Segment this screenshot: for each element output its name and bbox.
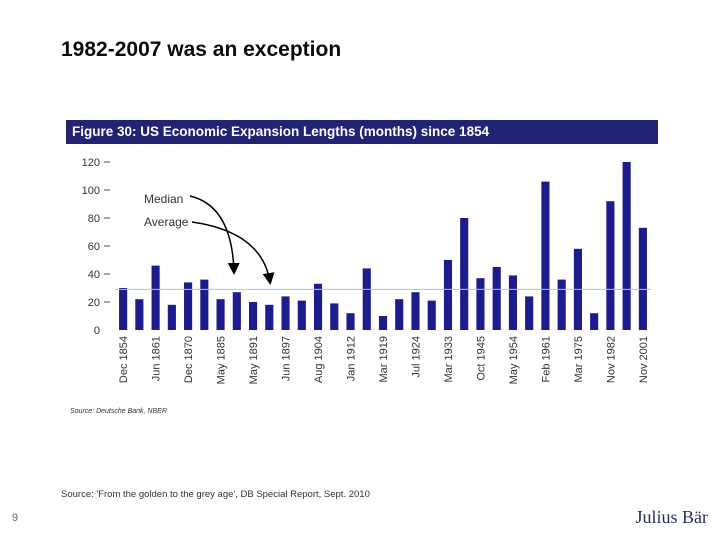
x-tick-label: Dec 1854 bbox=[118, 336, 130, 383]
x-tick-label: Oct 1945 bbox=[475, 336, 487, 381]
bar bbox=[541, 181, 550, 330]
bar bbox=[411, 292, 420, 330]
bar bbox=[135, 299, 144, 330]
bar bbox=[249, 302, 258, 330]
bar bbox=[460, 218, 469, 330]
bar bbox=[606, 201, 615, 330]
bar bbox=[378, 316, 388, 330]
bar bbox=[313, 283, 323, 330]
bar bbox=[476, 278, 485, 330]
x-tick-label: Nov 2001 bbox=[638, 336, 650, 383]
median-arrow bbox=[189, 195, 240, 275]
y-tick-label: 60 bbox=[88, 241, 100, 253]
x-tick-label: Jan 1912 bbox=[346, 336, 358, 381]
average-annotation: Average bbox=[144, 215, 189, 229]
x-tick-label: May 1954 bbox=[508, 336, 520, 384]
bar bbox=[622, 162, 631, 330]
bar bbox=[638, 227, 647, 330]
x-tick-label: Mar 1919 bbox=[378, 336, 390, 382]
bar bbox=[297, 300, 306, 330]
x-tick-label: Feb 1961 bbox=[540, 336, 552, 382]
page-number: 9 bbox=[12, 512, 19, 524]
x-tick-label: Dec 1870 bbox=[183, 336, 195, 383]
x-tick-label: Mar 1933 bbox=[443, 336, 455, 382]
bar bbox=[557, 279, 566, 330]
y-tick-label: 120 bbox=[82, 157, 100, 169]
bar bbox=[395, 299, 404, 330]
bar bbox=[362, 268, 371, 330]
bar bbox=[525, 296, 534, 330]
bar bbox=[281, 296, 290, 330]
slide-title: 1982-2007 was an exception bbox=[61, 38, 342, 61]
y-tick-label: 100 bbox=[82, 185, 100, 197]
bar bbox=[427, 300, 436, 330]
bar bbox=[167, 304, 176, 330]
x-tick-label: Mar 1975 bbox=[573, 336, 585, 382]
bar bbox=[590, 313, 599, 330]
x-tick-label: Jul 1924 bbox=[410, 336, 422, 378]
bar bbox=[184, 282, 193, 330]
bar bbox=[346, 313, 355, 330]
average-arrow bbox=[191, 221, 275, 285]
bar bbox=[232, 292, 241, 330]
bar bbox=[508, 275, 517, 330]
chart-source: Source: Deutsche Bank, NBER bbox=[70, 408, 167, 415]
bar bbox=[330, 303, 339, 330]
bar bbox=[265, 304, 274, 330]
bar bbox=[151, 265, 160, 330]
median-annotation: Median bbox=[144, 192, 183, 206]
y-tick-label: 40 bbox=[88, 269, 100, 281]
y-tick-label: 20 bbox=[88, 297, 100, 309]
y-tick-label: 80 bbox=[88, 213, 100, 225]
slide-source: Source: 'From the golden to the grey age… bbox=[61, 489, 370, 500]
julius-baer-logo: Julius Bär bbox=[635, 507, 708, 527]
bar bbox=[119, 288, 128, 330]
x-tick-label: Jun 1897 bbox=[281, 336, 293, 381]
x-tick-label: Nov 1982 bbox=[605, 336, 617, 383]
x-tick-label: May 1885 bbox=[216, 336, 228, 384]
bar bbox=[200, 279, 209, 330]
bar bbox=[443, 260, 453, 330]
chart-title-bar: Figure 30: US Economic Expansion Lengths… bbox=[66, 120, 658, 144]
x-tick-label: May 1891 bbox=[248, 336, 260, 384]
bar bbox=[216, 299, 225, 330]
x-tick-label: Jun 1861 bbox=[151, 336, 163, 381]
y-tick-label: 0 bbox=[94, 325, 100, 337]
bar bbox=[492, 267, 501, 330]
x-tick-label: Aug 1904 bbox=[313, 336, 325, 383]
chart-title: Figure 30: US Economic Expansion Lengths… bbox=[72, 124, 490, 139]
